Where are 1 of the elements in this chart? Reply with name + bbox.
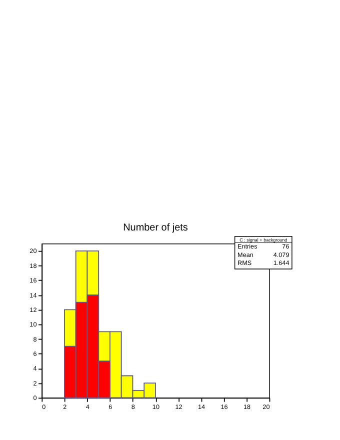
chart-title: Number of jets xyxy=(123,222,188,234)
